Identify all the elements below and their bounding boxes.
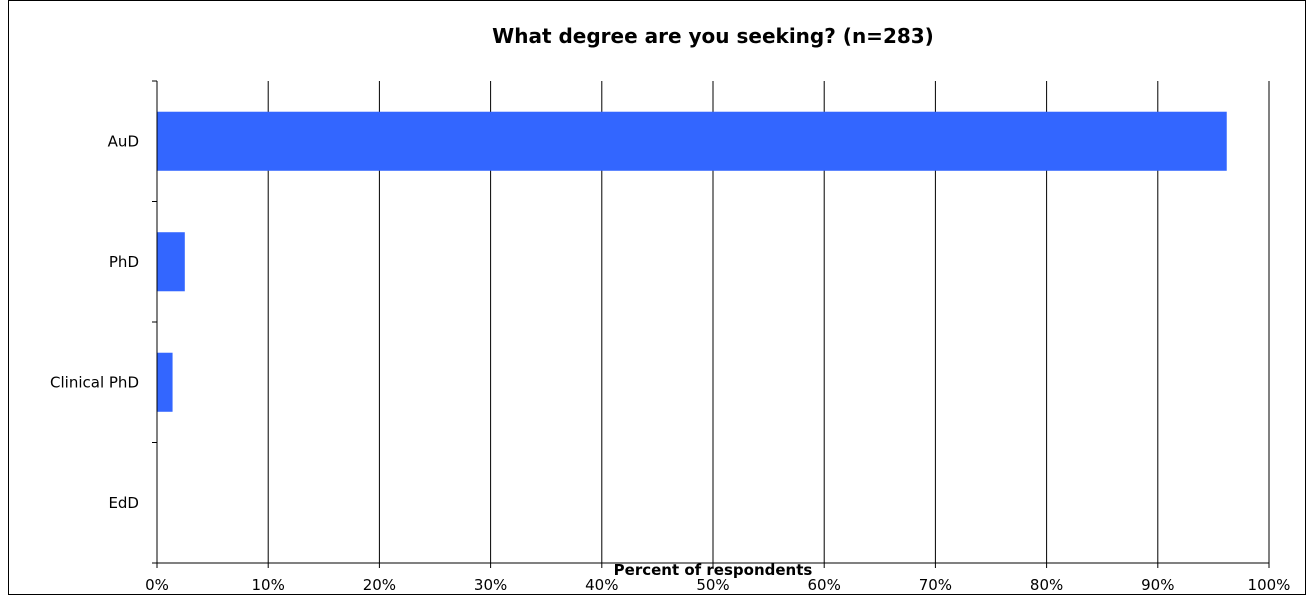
x-tick-label: 30% <box>474 576 507 594</box>
x-tick-label: 50% <box>696 576 729 594</box>
bar <box>157 232 185 292</box>
axes <box>152 80 1270 568</box>
category-label: PhD <box>109 253 139 271</box>
category-label: Clinical PhD <box>50 373 139 391</box>
tick-labels: 0% 10% 20% 30% 40% 50% 60% 70% 80% 90% 100% AuD PhD C… <box>50 132 1290 594</box>
bar <box>157 111 1227 171</box>
x-tick-label: 100% <box>1248 576 1291 594</box>
chart-title: What degree are you seeking? (n=283) <box>492 24 934 48</box>
category-label: EdD <box>108 494 139 512</box>
x-tick-label: 60% <box>808 576 841 594</box>
x-tick-label: 10% <box>252 576 285 594</box>
bars <box>157 111 1227 412</box>
x-tick-label: 40% <box>585 576 618 594</box>
x-tick-label: 20% <box>363 576 396 594</box>
bar <box>157 352 173 412</box>
x-axis-title: Percent of respondents <box>614 561 813 579</box>
x-tick-label: 80% <box>1030 576 1063 594</box>
x-tick-label: 70% <box>919 576 952 594</box>
category-label: AuD <box>108 132 139 150</box>
x-tick-label: 0% <box>145 576 169 594</box>
chart-frame <box>8 0 1306 595</box>
x-tick-label: 90% <box>1141 576 1174 594</box>
